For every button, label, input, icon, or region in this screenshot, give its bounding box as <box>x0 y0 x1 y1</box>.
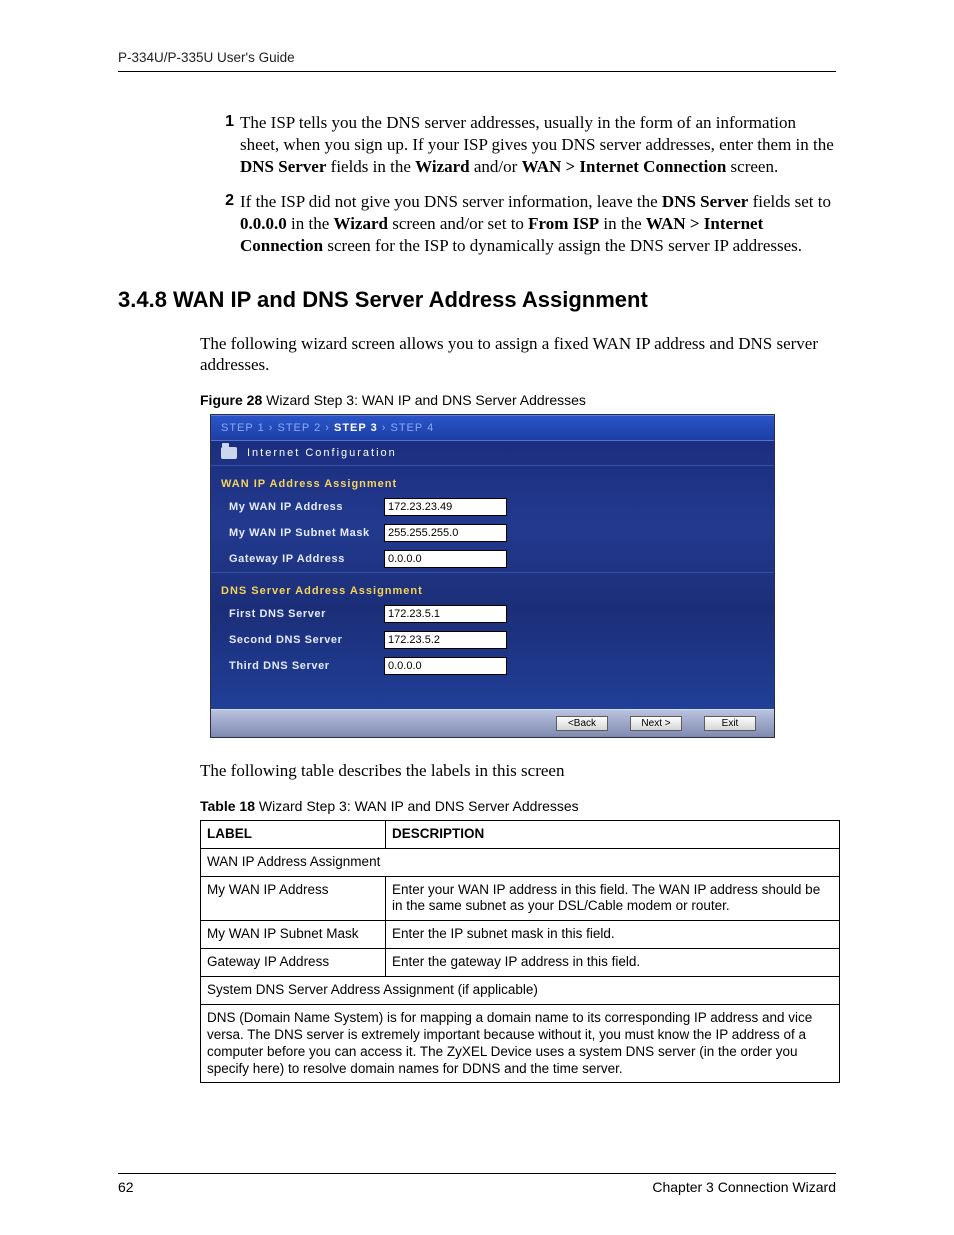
label-description-table: LABEL DESCRIPTION WAN IP Address Assignm… <box>200 820 840 1084</box>
wizard-step: STEP 1 <box>221 422 265 434</box>
wizard-field-row: My WAN IP Address172.23.23.49 <box>211 494 774 520</box>
page-number: 62 <box>118 1179 134 1195</box>
wizard-field-row: First DNS Server172.23.5.1 <box>211 601 774 627</box>
wizard-section-2-header: DNS Server Address Assignment <box>211 572 774 601</box>
table-intro-paragraph: The following table describes the labels… <box>200 760 836 782</box>
wizard-text-input[interactable]: 172.23.23.49 <box>384 498 507 516</box>
running-header: P-334U/P-335U User's Guide <box>118 50 836 72</box>
table-cell-label: My WAN IP Subnet Mask <box>201 921 386 949</box>
exit-button[interactable]: Exit <box>704 716 756 731</box>
wizard-text-input[interactable]: 0.0.0.0 <box>384 657 507 675</box>
step-separator-icon: › <box>378 422 391 434</box>
step-separator-icon: › <box>265 422 278 434</box>
wizard-field-row: Third DNS Server0.0.0.0 <box>211 653 774 679</box>
wizard-section-1-header: WAN IP Address Assignment <box>211 465 774 494</box>
table-cell-description: Enter your WAN IP address in this field.… <box>386 876 840 921</box>
table-row: Gateway IP AddressEnter the gateway IP a… <box>201 949 840 977</box>
table-cell-label: Gateway IP Address <box>201 949 386 977</box>
next-button[interactable]: Next > <box>630 716 682 731</box>
table-row: My WAN IP Subnet MaskEnter the IP subnet… <box>201 921 840 949</box>
list-item-text: The ISP tells you the DNS server address… <box>240 112 836 177</box>
list-item-text: If the ISP did not give you DNS server i… <box>240 191 836 256</box>
table-cell-label: My WAN IP Address <box>201 876 386 921</box>
table-row: My WAN IP AddressEnter your WAN IP addre… <box>201 876 840 921</box>
wizard-field-row: My WAN IP Subnet Mask255.255.255.0 <box>211 520 774 546</box>
chapter-reference: Chapter 3 Connection Wizard <box>652 1179 836 1195</box>
list-item-number: 1 <box>216 112 234 177</box>
table-cell-span: DNS (Domain Name System) is for mapping … <box>201 1004 840 1083</box>
wizard-field-label: Gateway IP Address <box>221 553 384 565</box>
wizard-text-input[interactable]: 0.0.0.0 <box>384 550 507 568</box>
back-button[interactable]: <Back <box>556 716 608 731</box>
list-item: 2If the ISP did not give you DNS server … <box>216 191 836 256</box>
wizard-step: STEP 3 <box>334 422 378 434</box>
table-row: System DNS Server Address Assignment (if… <box>201 977 840 1005</box>
wizard-step: STEP 2 <box>278 422 322 434</box>
wizard-field-label: Second DNS Server <box>221 634 384 646</box>
wizard-title-bar: Internet Configuration <box>211 440 774 465</box>
wizard-field-row: Gateway IP Address0.0.0.0 <box>211 546 774 572</box>
figure-title: Wizard Step 3: WAN IP and DNS Server Add… <box>262 392 586 408</box>
wizard-field-label: My WAN IP Address <box>221 501 384 513</box>
wizard-step: STEP 4 <box>391 422 435 434</box>
table-title: Wizard Step 3: WAN IP and DNS Server Add… <box>255 798 579 814</box>
wizard-button-bar: <Back Next > Exit <box>211 709 774 737</box>
wizard-field-label: My WAN IP Subnet Mask <box>221 527 384 539</box>
wizard-step-bar: STEP 1 › STEP 2 › STEP 3 › STEP 4 <box>211 415 774 440</box>
section-heading: 3.4.8 WAN IP and DNS Server Address Assi… <box>118 287 836 313</box>
wizard-text-input[interactable]: 172.23.5.2 <box>384 631 507 649</box>
table-cell-description: Enter the gateway IP address in this fie… <box>386 949 840 977</box>
step-separator-icon: › <box>321 422 334 434</box>
wizard-field-row: Second DNS Server172.23.5.2 <box>211 627 774 653</box>
table-number: Table 18 <box>200 798 255 814</box>
table-row: DNS (Domain Name System) is for mapping … <box>201 1004 840 1083</box>
table-cell-description: Enter the IP subnet mask in this field. <box>386 921 840 949</box>
table-row: WAN IP Address Assignment <box>201 848 840 876</box>
folder-icon <box>221 447 237 459</box>
page-footer: 62 Chapter 3 Connection Wizard <box>118 1173 836 1195</box>
figure-caption: Figure 28 Wizard Step 3: WAN IP and DNS … <box>200 392 836 408</box>
table-cell-span: System DNS Server Address Assignment (if… <box>201 977 840 1005</box>
wizard-text-input[interactable]: 172.23.5.1 <box>384 605 507 623</box>
wizard-title-text: Internet Configuration <box>247 447 397 459</box>
wizard-field-label: First DNS Server <box>221 608 384 620</box>
wizard-text-input[interactable]: 255.255.255.0 <box>384 524 507 542</box>
wizard-panel: STEP 1 › STEP 2 › STEP 3 › STEP 4 Intern… <box>210 414 775 738</box>
table-header-label: LABEL <box>201 820 386 848</box>
figure-number: Figure 28 <box>200 392 262 408</box>
numbered-list: 1The ISP tells you the DNS server addres… <box>216 112 836 257</box>
table-caption: Table 18 Wizard Step 3: WAN IP and DNS S… <box>200 798 836 814</box>
table-header-description: DESCRIPTION <box>386 820 840 848</box>
wizard-field-label: Third DNS Server <box>221 660 384 672</box>
list-item: 1The ISP tells you the DNS server addres… <box>216 112 836 177</box>
table-cell-span: WAN IP Address Assignment <box>201 848 840 876</box>
intro-paragraph: The following wizard screen allows you t… <box>200 333 836 377</box>
list-item-number: 2 <box>216 191 234 256</box>
